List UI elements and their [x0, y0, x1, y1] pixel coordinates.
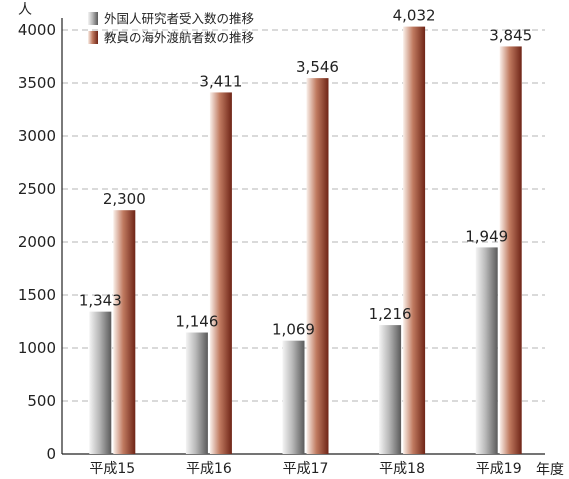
- data-label-平成17-series-0: 1,069: [272, 321, 315, 339]
- data-label-平成15-series-1: 2,300: [103, 190, 146, 208]
- legend-swatch-faculty-overseas: [88, 31, 98, 44]
- x-axis-unit-label: 年度: [536, 462, 564, 478]
- legend: 外国人研究者受入数の推移 教員の海外渡航者数の推移: [88, 11, 254, 45]
- legend-swatch-foreign-researchers: [88, 12, 98, 25]
- bar-平成19-series-0: [475, 247, 498, 454]
- bar-平成16-series-0: [185, 332, 208, 454]
- legend-label-foreign-researchers: 外国人研究者受入数の推移: [104, 11, 254, 26]
- data-label-平成15-series-0: 1,343: [79, 292, 122, 310]
- y-tick-labels: 0 500 1000 1500 2000 2500 3000 3500 4000: [18, 21, 56, 463]
- data-label-平成16-series-0: 1,146: [175, 313, 218, 331]
- x-tick-label-平成18: 平成18: [379, 461, 425, 477]
- x-tick-label-平成16: 平成16: [186, 461, 232, 477]
- y-axis-unit-label: 人: [18, 2, 32, 18]
- data-label-平成19-series-1: 3,845: [489, 26, 532, 44]
- y-tick-label-3000: 3000: [18, 127, 56, 145]
- y-tick-label-1500: 1500: [18, 286, 56, 304]
- y-tick-label-3500: 3500: [18, 74, 56, 92]
- y-tick-label-500: 500: [27, 392, 56, 410]
- category-labels: 平成15 平成16 平成17 平成18 平成19: [89, 461, 521, 477]
- bar-平成18-series-1: [403, 26, 426, 454]
- data-label-平成17-series-1: 3,546: [296, 58, 339, 76]
- legend-label-faculty-overseas: 教員の海外渡航者数の推移: [104, 30, 254, 45]
- y-tick-label-0: 0: [46, 445, 56, 463]
- data-label-平成19-series-0: 1,949: [465, 227, 508, 245]
- data-label-平成18-series-0: 1,216: [369, 305, 412, 323]
- bar-平成19-series-1: [499, 46, 522, 455]
- bar-平成16-series-1: [209, 92, 232, 455]
- x-tick-label-平成15: 平成15: [89, 461, 135, 477]
- x-tick-label-平成19: 平成19: [476, 461, 522, 477]
- x-tick-label-平成17: 平成17: [283, 461, 329, 477]
- y-tick-label-4000: 4000: [18, 21, 56, 39]
- y-tick-label-2000: 2000: [18, 233, 56, 251]
- data-label-平成18-series-1: 4,032: [393, 7, 436, 25]
- y-tick-label-1000: 1000: [18, 339, 56, 357]
- data-labels: 1,343 2,300 1,146 3,411 1,069 3,546 1,216 4,032…: [79, 7, 532, 339]
- bar-平成17-series-1: [306, 78, 329, 455]
- bar-平成15-series-1: [113, 210, 136, 454]
- data-label-平成16-series-1: 3,411: [199, 72, 242, 90]
- gridlines: [62, 29, 545, 402]
- bar-平成17-series-0: [282, 340, 305, 454]
- bars: [89, 26, 522, 455]
- bar-平成18-series-0: [379, 325, 402, 454]
- bar-平成15-series-0: [89, 311, 112, 454]
- y-tick-label-2500: 2500: [18, 180, 56, 198]
